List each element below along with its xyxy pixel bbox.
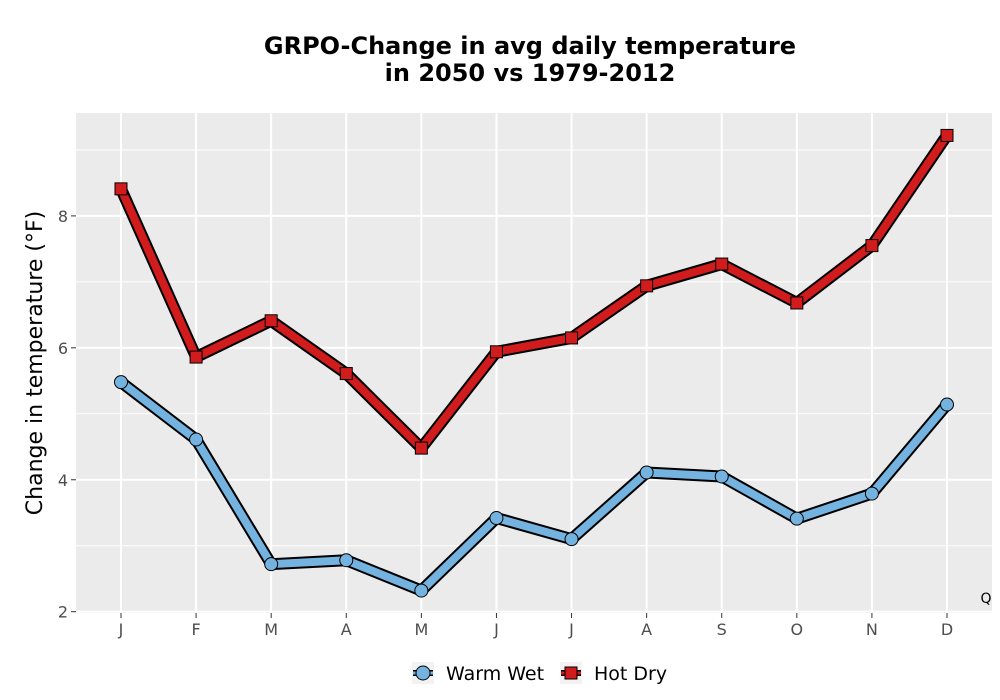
- data-point: [264, 314, 278, 328]
- x-tick-label: A: [341, 620, 352, 639]
- x-tick-label: S: [717, 620, 727, 639]
- legend-label: Hot Dry: [594, 663, 667, 685]
- data-point: [789, 511, 804, 526]
- data-point: [940, 397, 954, 412]
- plot-panel: [76, 113, 992, 613]
- data-point: [565, 331, 579, 345]
- x-tick-label: J: [118, 620, 124, 639]
- data-point: [489, 511, 504, 526]
- x-tick-label: D: [941, 620, 953, 639]
- axes: 2 4 6 8 J F M A M J J A S O N D: [58, 207, 953, 639]
- series-line: [117, 131, 951, 453]
- legend-key-marker: [564, 666, 578, 680]
- x-tick-label: O: [791, 620, 804, 639]
- data-point: [414, 441, 428, 455]
- y-axis-label: Change in temperature (°F): [23, 211, 48, 515]
- y-tick-label: 2: [58, 603, 68, 622]
- data-series: [114, 128, 954, 598]
- legend-item: Hot Dry: [560, 662, 667, 685]
- grid-lines: [76, 113, 992, 613]
- y-tick-label: 8: [58, 207, 68, 226]
- legend-key-marker: [415, 665, 431, 681]
- y-tick-label: 6: [58, 339, 68, 358]
- series-line: [117, 378, 951, 595]
- data-point: [790, 296, 804, 310]
- x-tick-label: J: [568, 620, 574, 639]
- legend: Warm Wet Hot Dry: [412, 662, 667, 685]
- data-point: [114, 375, 128, 390]
- series-hot-dry: [114, 128, 954, 455]
- data-point: [489, 345, 503, 359]
- x-tick-label: N: [866, 620, 878, 639]
- data-point: [714, 469, 729, 484]
- legend-item: Warm Wet: [412, 662, 544, 685]
- data-point: [639, 465, 654, 480]
- data-point: [940, 128, 954, 142]
- series-warm-wet: [114, 375, 954, 598]
- data-point: [339, 553, 354, 568]
- chart-title-line-2: in 2050 vs 1979-2012: [385, 59, 676, 87]
- corner-text: Q: [980, 591, 991, 607]
- data-point: [640, 279, 654, 293]
- data-point: [414, 583, 429, 598]
- x-tick-label: M: [414, 620, 428, 639]
- data-point: [715, 257, 729, 271]
- x-tick-label: J: [493, 620, 499, 639]
- data-point: [264, 557, 279, 572]
- data-point: [339, 367, 353, 381]
- x-tick-label: F: [191, 620, 200, 639]
- y-tick-label: 4: [58, 471, 68, 490]
- legend-label: Warm Wet: [446, 663, 544, 685]
- data-point: [114, 182, 128, 196]
- data-point: [564, 532, 579, 547]
- x-tick-label: A: [641, 620, 652, 639]
- data-point: [865, 239, 879, 253]
- data-point: [864, 486, 879, 501]
- chart-title-line-1: GRPO-Change in avg daily temperature: [264, 32, 796, 60]
- x-tick-label: M: [264, 620, 278, 639]
- data-point: [189, 432, 204, 447]
- data-point: [189, 350, 203, 364]
